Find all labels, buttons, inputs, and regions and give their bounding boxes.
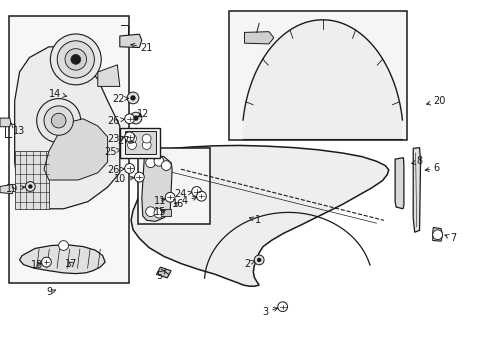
Text: 10: 10 bbox=[113, 174, 134, 184]
Bar bbox=[15, 151, 49, 209]
Circle shape bbox=[57, 41, 94, 78]
Text: 15: 15 bbox=[154, 207, 166, 217]
Text: 19: 19 bbox=[6, 184, 25, 194]
Polygon shape bbox=[432, 228, 442, 241]
Text: 26: 26 bbox=[107, 165, 124, 175]
Circle shape bbox=[44, 106, 73, 135]
Circle shape bbox=[196, 191, 206, 201]
Circle shape bbox=[165, 192, 175, 202]
Text: 18: 18 bbox=[30, 260, 43, 270]
Text: 21: 21 bbox=[130, 42, 153, 53]
Text: 9: 9 bbox=[47, 287, 56, 297]
Text: 5: 5 bbox=[156, 270, 165, 282]
Circle shape bbox=[71, 54, 81, 64]
Circle shape bbox=[59, 240, 68, 251]
Circle shape bbox=[277, 302, 287, 312]
Polygon shape bbox=[394, 158, 403, 209]
Polygon shape bbox=[124, 131, 156, 154]
Circle shape bbox=[254, 255, 264, 265]
Bar bbox=[228, 11, 407, 140]
Text: 24: 24 bbox=[174, 189, 192, 199]
Polygon shape bbox=[131, 145, 388, 286]
Circle shape bbox=[65, 49, 86, 70]
Circle shape bbox=[145, 158, 155, 168]
Circle shape bbox=[191, 186, 201, 197]
Text: 20: 20 bbox=[426, 96, 445, 106]
Text: 3: 3 bbox=[262, 307, 277, 318]
Text: 2: 2 bbox=[244, 258, 254, 269]
Circle shape bbox=[25, 181, 35, 192]
Polygon shape bbox=[412, 148, 420, 232]
Polygon shape bbox=[142, 155, 172, 221]
Polygon shape bbox=[244, 32, 273, 44]
Text: 1: 1 bbox=[249, 215, 261, 225]
Text: 13: 13 bbox=[11, 123, 26, 136]
Polygon shape bbox=[120, 34, 142, 48]
Bar bbox=[120, 128, 160, 158]
Circle shape bbox=[130, 112, 142, 124]
Polygon shape bbox=[44, 119, 107, 180]
Text: 22: 22 bbox=[112, 94, 128, 104]
Text: 17: 17 bbox=[64, 258, 77, 269]
Circle shape bbox=[257, 258, 261, 262]
Text: 7: 7 bbox=[444, 233, 456, 243]
Circle shape bbox=[50, 34, 101, 85]
Text: 11: 11 bbox=[154, 196, 166, 206]
Circle shape bbox=[133, 116, 138, 121]
Circle shape bbox=[41, 257, 51, 267]
Polygon shape bbox=[20, 245, 105, 274]
Polygon shape bbox=[15, 47, 120, 209]
Polygon shape bbox=[161, 209, 171, 216]
Circle shape bbox=[124, 163, 134, 174]
Text: 6: 6 bbox=[425, 163, 439, 174]
Polygon shape bbox=[0, 184, 14, 194]
Text: 4: 4 bbox=[182, 196, 197, 206]
Text: 23: 23 bbox=[107, 134, 124, 144]
Circle shape bbox=[130, 95, 135, 100]
Circle shape bbox=[142, 134, 151, 143]
Circle shape bbox=[142, 141, 151, 149]
Text: 26: 26 bbox=[107, 116, 124, 126]
Text: 25: 25 bbox=[103, 147, 121, 157]
Circle shape bbox=[154, 208, 163, 218]
Circle shape bbox=[154, 156, 163, 166]
Circle shape bbox=[127, 92, 139, 104]
Text: 27: 27 bbox=[117, 136, 134, 146]
Polygon shape bbox=[243, 20, 402, 139]
Text: 14: 14 bbox=[48, 89, 66, 99]
Polygon shape bbox=[156, 267, 171, 278]
Circle shape bbox=[134, 172, 144, 182]
Text: 12: 12 bbox=[136, 109, 149, 120]
Polygon shape bbox=[98, 65, 120, 86]
Text: 8: 8 bbox=[411, 156, 422, 166]
Circle shape bbox=[28, 184, 33, 189]
Circle shape bbox=[37, 99, 81, 143]
Circle shape bbox=[124, 114, 134, 124]
Circle shape bbox=[145, 207, 155, 217]
Circle shape bbox=[51, 113, 66, 128]
Circle shape bbox=[127, 141, 136, 149]
Bar bbox=[138, 148, 210, 224]
Circle shape bbox=[127, 134, 136, 143]
Bar bbox=[9, 16, 128, 283]
Text: 16: 16 bbox=[172, 199, 184, 210]
Circle shape bbox=[161, 161, 171, 171]
Polygon shape bbox=[0, 118, 11, 127]
Circle shape bbox=[432, 230, 442, 240]
Circle shape bbox=[124, 132, 134, 142]
